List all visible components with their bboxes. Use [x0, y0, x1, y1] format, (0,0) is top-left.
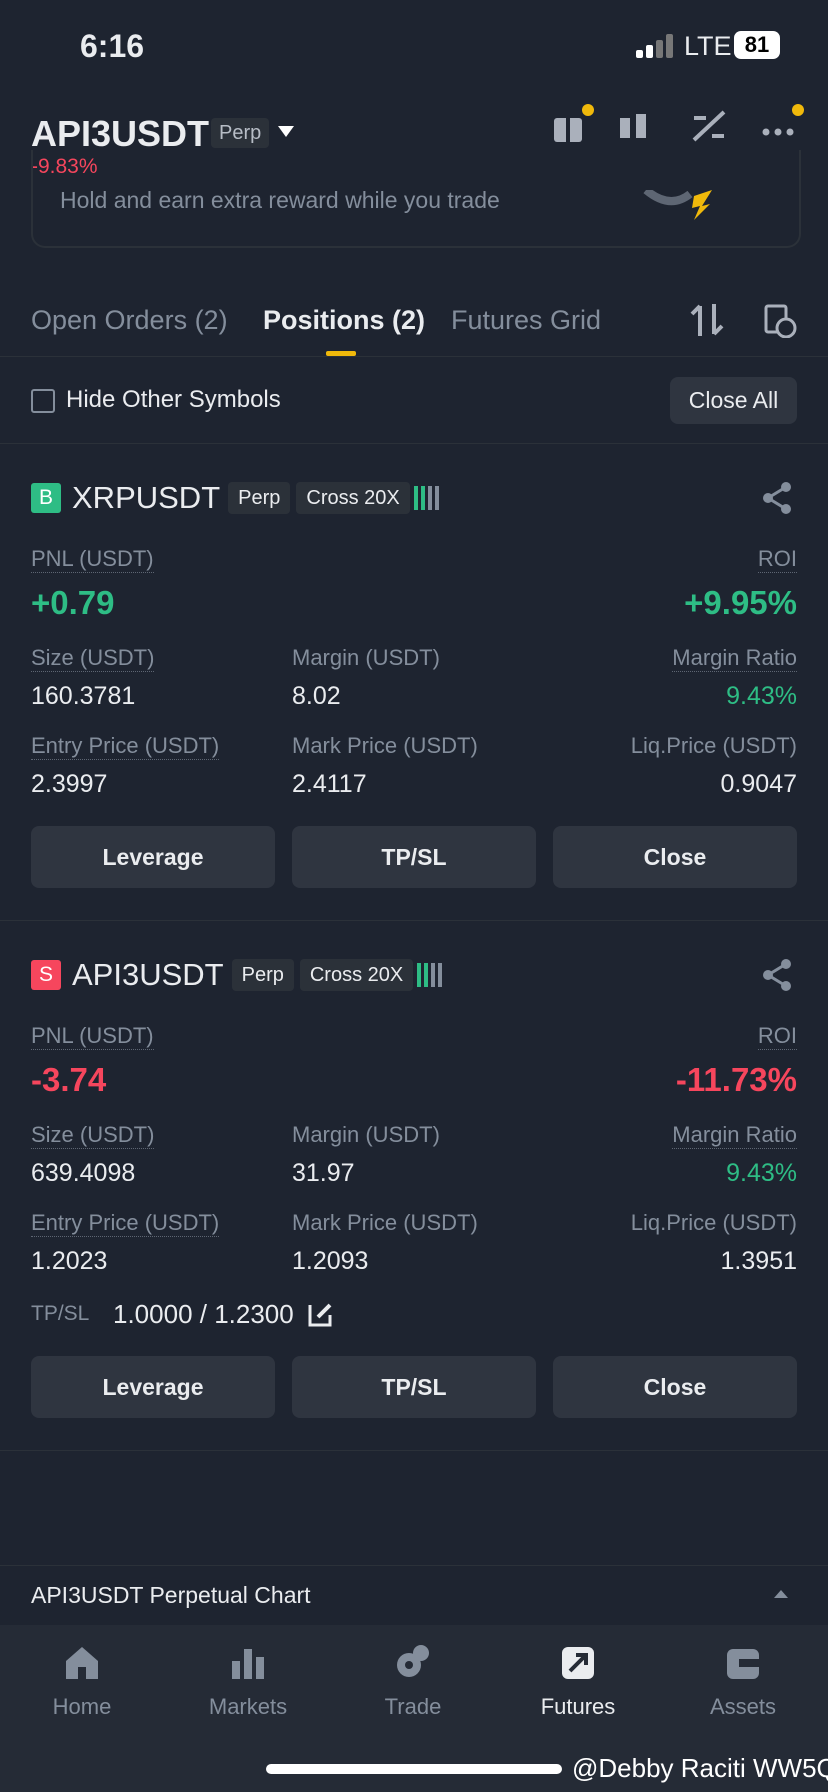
header-badge: Perp [211, 118, 270, 148]
banner[interactable] [31, 150, 801, 248]
pnl-value: -3.74 [31, 1061, 107, 1098]
nav-icon[interactable] [558, 1643, 598, 1683]
nav-label[interactable]: Home [52, 1694, 112, 1719]
divider [0, 443, 828, 444]
nav-label[interactable]: Futures [540, 1694, 616, 1719]
tab-divider [0, 356, 828, 357]
chart-bar-arrow[interactable] [774, 1588, 790, 1600]
margin-mode-badge: Cross 20X [299, 959, 414, 991]
field-value: 160.3781 [31, 682, 136, 710]
field-value: 639.4098 [31, 1159, 136, 1187]
side-badge: B [31, 483, 61, 513]
field-value: 9.43% [726, 1159, 797, 1187]
network-label: LTE [684, 31, 732, 61]
field-value: 2.4117 [292, 770, 367, 798]
action-button[interactable]: TP/SL [292, 826, 536, 888]
field-value: 8.02 [292, 682, 341, 710]
signal-icon [636, 34, 673, 58]
tpsl-value: 1.0000 / 1.2300 [113, 1299, 294, 1329]
action-button[interactable]: Close [553, 1356, 797, 1418]
edit-icon[interactable] [308, 1301, 334, 1327]
position-symbol[interactable]: XRPUSDT [72, 480, 221, 515]
filter-label[interactable]: Hide Other Symbols [66, 386, 281, 413]
field-value: 1.2023 [31, 1247, 108, 1275]
field-label: Mark Price (USDT) [292, 1210, 478, 1235]
pnl-value: +0.79 [31, 584, 115, 621]
nav-icon[interactable] [723, 1643, 763, 1683]
field-value: 1.2093 [292, 1247, 369, 1275]
tab[interactable]: Open Orders (2) [31, 305, 228, 335]
action-button[interactable]: TP/SL [292, 1356, 536, 1418]
margin-mode-badge: Cross 20X [296, 482, 410, 514]
field-value: 9.43% [726, 682, 797, 710]
field-label: Margin (USDT) [292, 645, 440, 670]
roi-value: -11.73% [675, 1061, 797, 1098]
tab-indicator [326, 351, 356, 356]
field-label: Liq.Price (USDT) [630, 1210, 797, 1235]
nav-label[interactable]: Markets [208, 1694, 288, 1719]
close-all-button[interactable]: Close All [670, 377, 797, 424]
field-value: 1.3951 [720, 1247, 797, 1275]
roi-label: ROI [757, 1023, 797, 1050]
tab-tools[interactable] [690, 302, 810, 338]
type-badge: Perp [231, 959, 294, 991]
share-icon[interactable] [762, 482, 794, 514]
action-button[interactable]: Leverage [31, 1356, 275, 1418]
tab[interactable]: Positions (2) [263, 305, 426, 335]
field-label: Size (USDT) [31, 645, 155, 672]
nav-icon[interactable] [228, 1643, 268, 1683]
tab[interactable]: Futures Grid [451, 305, 602, 335]
nav-icon[interactable] [62, 1643, 102, 1683]
position-symbol[interactable]: API3USDT [72, 957, 224, 992]
field-label: Size (USDT) [31, 1122, 155, 1149]
roi-value: +9.95% [684, 584, 797, 621]
status-time: 6:16 [80, 28, 145, 64]
pnl-label: PNL (USDT) [31, 1023, 154, 1050]
banner-graphic [643, 190, 712, 220]
action-button[interactable]: Close [553, 826, 797, 888]
risk-bars [417, 963, 443, 987]
type-badge: Perp [228, 482, 291, 514]
side-badge: S [31, 960, 61, 990]
field-value: 2.3997 [31, 770, 108, 798]
field-label: Mark Price (USDT) [292, 733, 478, 758]
action-button[interactable]: Leverage [31, 826, 275, 888]
watermark: @Debby Raciti WW5Q [572, 1753, 828, 1783]
share-icon[interactable] [762, 959, 794, 991]
divider [0, 1565, 828, 1566]
field-label: Liq.Price (USDT) [630, 733, 797, 758]
nav-icon[interactable] [393, 1643, 433, 1683]
header-icons[interactable] [548, 104, 808, 150]
tpsl-label: TP/SL [31, 1302, 90, 1325]
field-value: 0.9047 [720, 770, 797, 798]
home-indicator [266, 1764, 562, 1774]
pnl-label: PNL (USDT) [31, 546, 154, 573]
roi-label: ROI [757, 546, 797, 573]
field-value: 31.97 [292, 1159, 355, 1187]
battery: 81 [734, 31, 780, 59]
nav-label[interactable]: Trade [384, 1694, 442, 1719]
banner-text: Hold and earn extra reward while you tra… [60, 187, 500, 213]
field-label: Entry Price (USDT) [31, 1210, 220, 1237]
field-label: Margin Ratio [672, 645, 797, 672]
field-label: Margin Ratio [672, 1122, 797, 1149]
chart-bar-text[interactable]: API3USDT Perpetual Chart [31, 1582, 311, 1608]
divider [0, 920, 828, 921]
nav-label[interactable]: Assets [709, 1694, 777, 1719]
dropdown-arrow[interactable] [278, 126, 294, 138]
header-change: -9.83% [31, 155, 98, 178]
header-symbol[interactable]: API3USDT [31, 113, 210, 154]
divider [0, 1450, 828, 1451]
risk-bars [413, 486, 439, 510]
checkbox[interactable] [31, 389, 55, 413]
field-label: Margin (USDT) [292, 1122, 440, 1147]
field-label: Entry Price (USDT) [31, 733, 220, 760]
